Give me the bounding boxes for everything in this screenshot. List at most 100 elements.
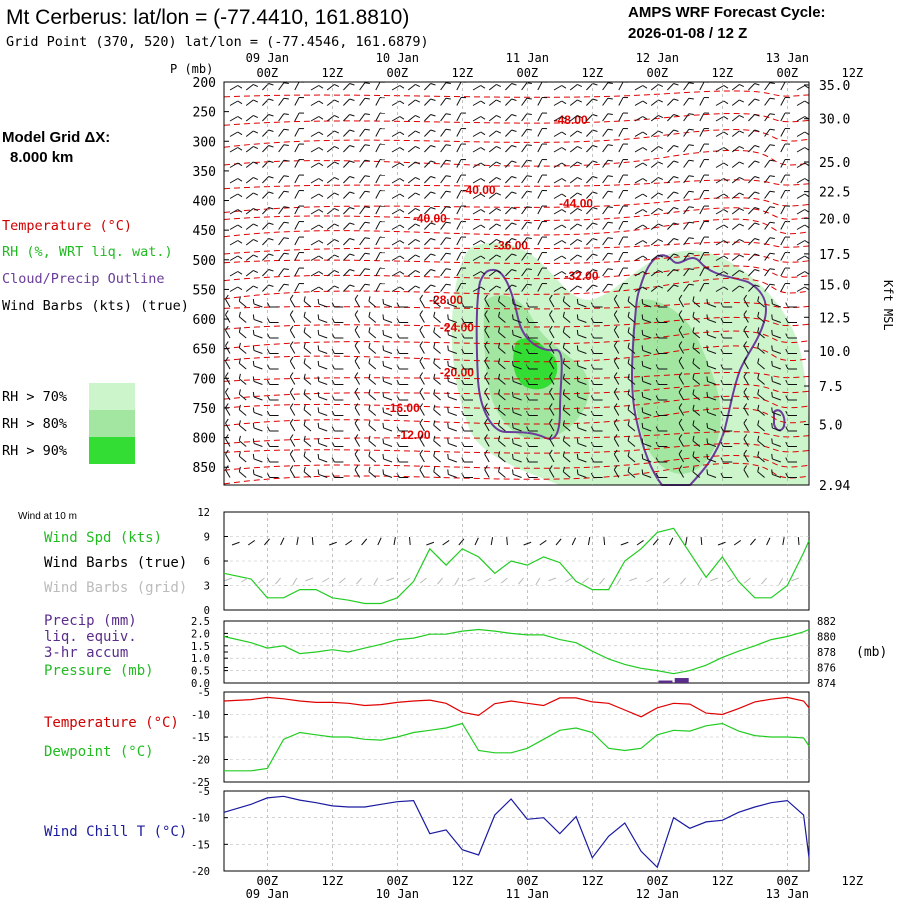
wind-barb-shaft (229, 162, 239, 168)
wind-barb (706, 329, 717, 339)
wind-barb (368, 373, 377, 385)
wind-barb-flag (396, 426, 400, 432)
wind-barb-shaft (310, 147, 320, 153)
wind-barb-shaft (375, 283, 381, 292)
wind-barb-shaft (731, 254, 740, 261)
wind-barb-flag (769, 144, 775, 146)
wind-barb (715, 271, 729, 277)
wind-barb (785, 333, 797, 339)
wind-barb-shaft (424, 253, 432, 261)
wind-barb-shaft (375, 236, 381, 246)
wind-barb-shaft (772, 458, 781, 463)
wind-barb (634, 286, 648, 292)
top-date-label: 12 Jan (636, 51, 679, 65)
wind-barb-flag (318, 178, 324, 182)
wind-barb-shaft (549, 469, 555, 478)
wind-barb-shaft (743, 391, 749, 401)
wind-barb-shaft (354, 314, 361, 323)
wind-barb-shaft (569, 99, 578, 106)
wind-barb-flag (692, 451, 695, 457)
wind-barb-flag (785, 472, 789, 478)
wind-barb-flag (252, 469, 255, 475)
windchill-label: Wind Chill T (°C) (44, 824, 187, 840)
wind-barb-flag (484, 449, 488, 455)
pressure-tick-label: 700 (193, 372, 216, 387)
wind-barb-flag (433, 404, 436, 410)
wind-barb-shaft (667, 176, 675, 184)
wind-barb-shaft (354, 376, 361, 385)
wind-barb-shaft (577, 411, 587, 416)
wind-barb-shaft (586, 222, 594, 230)
wind-barb-shaft (731, 177, 740, 184)
wind-barb-flag (627, 358, 630, 364)
wind-barb-shaft (289, 329, 296, 339)
wind-barb (757, 404, 765, 416)
wind-barb (407, 270, 421, 277)
wind-barb-shaft (310, 100, 320, 106)
wind-barb-shaft (310, 240, 320, 246)
wind-barb-shaft (715, 271, 725, 277)
pressure-tick-label: 500 (193, 254, 216, 269)
wind-barb (424, 253, 436, 261)
wind-barb-flag (238, 420, 241, 426)
wind-barb-flag (642, 85, 648, 89)
temperature-contour-label: -28.00 (429, 293, 463, 307)
wind-barb-flag (511, 253, 517, 256)
wind-barb-shaft (521, 82, 528, 91)
wind-barb (310, 116, 324, 122)
wind-barb-flag (225, 325, 229, 331)
wind-barb-shaft (667, 269, 675, 277)
wind-barb-shaft (667, 284, 675, 292)
wind-barb (549, 449, 555, 463)
wind-barb-shaft (780, 143, 786, 153)
wind-barb-shaft (245, 115, 254, 122)
wind-barb-shaft (613, 329, 620, 339)
wind-barb-flag (692, 327, 695, 333)
wind-barb-flag (739, 192, 745, 196)
wind-barb-flag (237, 286, 243, 291)
bottom-date-label: 09 Jan (246, 887, 289, 900)
wind-barb-flag (754, 129, 760, 132)
wind-barb (461, 441, 473, 447)
wind-barb-flag (706, 391, 709, 397)
wind-barb-flag (382, 314, 385, 320)
wind-barb-shaft (262, 145, 270, 153)
wind-barb (488, 223, 502, 230)
wind-barb (743, 356, 749, 370)
wind-barb (354, 434, 361, 447)
pressure-tick-label: 878 (817, 647, 836, 659)
wind-barb (780, 190, 791, 199)
wind-barb-flag (511, 98, 517, 101)
wind-barb (488, 130, 502, 137)
wind-barb (433, 451, 441, 463)
wind-barb-flag (804, 209, 810, 213)
surface-wind-barb (458, 538, 465, 546)
wind-barb-shaft (627, 409, 636, 416)
wind-barb-shaft (521, 237, 528, 246)
wind-barb-shaft (537, 143, 543, 153)
wind-barb-flag (592, 145, 598, 148)
wind-barb-flag (592, 160, 598, 163)
wind-barb (252, 360, 263, 370)
wind-barb-shaft (577, 380, 587, 385)
wind-barb (407, 192, 421, 199)
wind-barb-shaft (650, 254, 659, 261)
wind-barb-shaft (488, 130, 497, 137)
surface-wind-barb (685, 537, 688, 546)
wind-barb (498, 373, 506, 385)
wind-barb-flag (480, 131, 486, 136)
wind-barb-shaft (433, 393, 441, 401)
wind-barb-shaft (424, 191, 432, 199)
wind-barb-shaft (780, 283, 786, 292)
wind-barb (447, 376, 457, 385)
wind-barb (488, 192, 502, 199)
wind-barb-flag (237, 85, 243, 89)
wind-barb (512, 329, 522, 339)
wind-barb-shaft (618, 112, 624, 122)
wind-barb-flag (688, 144, 694, 146)
wind-barb-flag (512, 345, 514, 351)
wind-barb (796, 100, 810, 106)
wind-barb-shaft (650, 223, 659, 230)
wind-barb-shaft (456, 174, 462, 184)
wind-barb (229, 131, 243, 137)
